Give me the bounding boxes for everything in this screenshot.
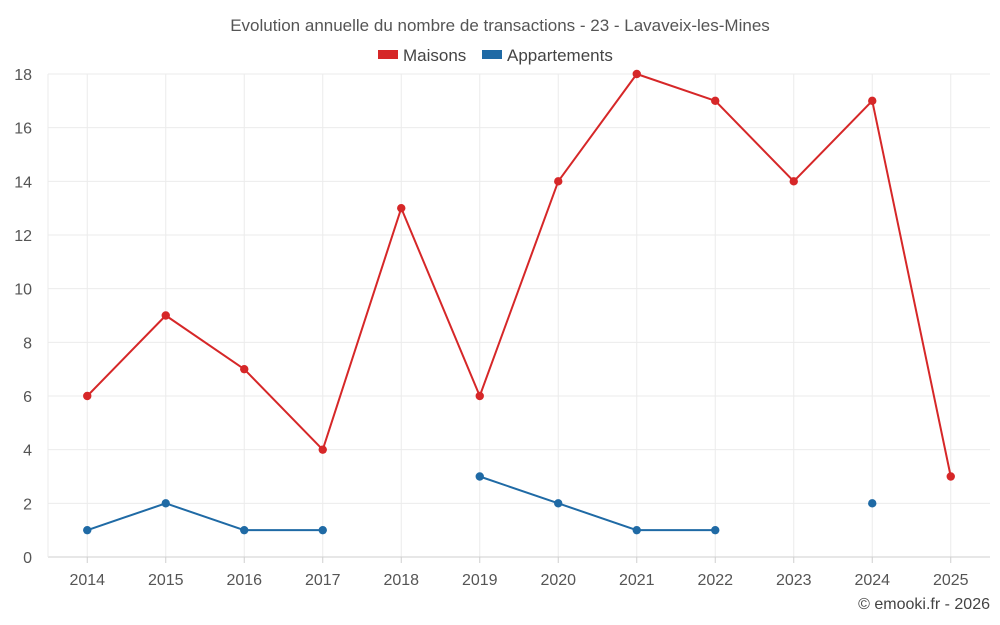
y-tick-label: 4 bbox=[23, 443, 32, 460]
point-appartements-2021[interactable] bbox=[632, 525, 641, 535]
x-tick-label: 2017 bbox=[305, 572, 341, 589]
point-maisons-2016[interactable] bbox=[240, 364, 249, 374]
y-tick-label: 18 bbox=[14, 67, 32, 84]
legend-swatch-maisons bbox=[378, 50, 398, 59]
point-maisons-2022[interactable] bbox=[711, 96, 720, 106]
x-tick-label: 2018 bbox=[383, 572, 419, 589]
x-tick-label: 2021 bbox=[619, 572, 655, 589]
point-maisons-2017[interactable] bbox=[318, 445, 327, 454]
y-tick-label: 16 bbox=[14, 121, 32, 138]
y-tick-label: 8 bbox=[23, 335, 32, 352]
y-tick-label: 0 bbox=[23, 550, 32, 567]
x-tick-label: 2016 bbox=[226, 572, 262, 589]
point-maisons-2015[interactable] bbox=[161, 311, 170, 320]
point-appartements-2022[interactable] bbox=[711, 525, 720, 535]
y-tick-label: 6 bbox=[23, 389, 32, 406]
x-tick-label: 2023 bbox=[776, 572, 812, 589]
x-tick-label: 2025 bbox=[933, 572, 969, 589]
axes: 0 2 4 6 8 10 12 14 16 18 2014 2015 2016 2017 2018 2019 2… bbox=[14, 67, 990, 589]
y-tick-label: 12 bbox=[14, 228, 32, 245]
x-tick-label: 2022 bbox=[697, 572, 733, 589]
point-appartements-2014[interactable] bbox=[83, 525, 92, 535]
chart-title: Evolution annuelle du nombre de transact… bbox=[230, 16, 770, 35]
point-appartements-2020[interactable] bbox=[554, 499, 563, 508]
legend-swatch-appartements bbox=[482, 50, 502, 59]
point-appartements-2024[interactable] bbox=[868, 499, 877, 508]
grid bbox=[48, 73, 990, 557]
series bbox=[83, 69, 955, 535]
point-maisons-2021[interactable] bbox=[632, 69, 641, 79]
point-maisons-2023[interactable] bbox=[789, 177, 798, 186]
y-tick-label: 10 bbox=[14, 282, 32, 299]
point-appartements-2017[interactable] bbox=[318, 525, 327, 535]
point-maisons-2025[interactable] bbox=[946, 472, 955, 481]
y-tick-label: 2 bbox=[23, 496, 32, 513]
series-line-appartements bbox=[479, 475, 716, 532]
legend-label-maisons[interactable]: Maisons bbox=[403, 46, 466, 65]
point-appartements-2016[interactable] bbox=[240, 525, 249, 535]
x-tick-label: 2015 bbox=[148, 572, 184, 589]
point-maisons-2020[interactable] bbox=[554, 177, 563, 186]
credit: © emooki.fr - 2026 bbox=[858, 596, 990, 613]
point-appartements-2015[interactable] bbox=[161, 499, 170, 508]
series-line-maisons bbox=[86, 73, 952, 477]
point-maisons-2014[interactable] bbox=[83, 391, 92, 401]
x-tick-label: 2019 bbox=[462, 572, 498, 589]
series-line-appartements bbox=[86, 502, 323, 532]
x-tick-label: 2020 bbox=[540, 572, 576, 589]
point-maisons-2019[interactable] bbox=[475, 391, 484, 401]
y-tick-label: 14 bbox=[14, 174, 32, 191]
x-tick-label: 2024 bbox=[854, 572, 890, 589]
point-maisons-2024[interactable] bbox=[868, 96, 877, 106]
point-maisons-2018[interactable] bbox=[397, 203, 406, 213]
point-appartements-2019[interactable] bbox=[475, 472, 484, 481]
legend-label-appartements[interactable]: Appartements bbox=[507, 46, 613, 65]
legend: Maisons Appartements bbox=[378, 46, 613, 65]
x-tick-label: 2014 bbox=[69, 572, 105, 589]
